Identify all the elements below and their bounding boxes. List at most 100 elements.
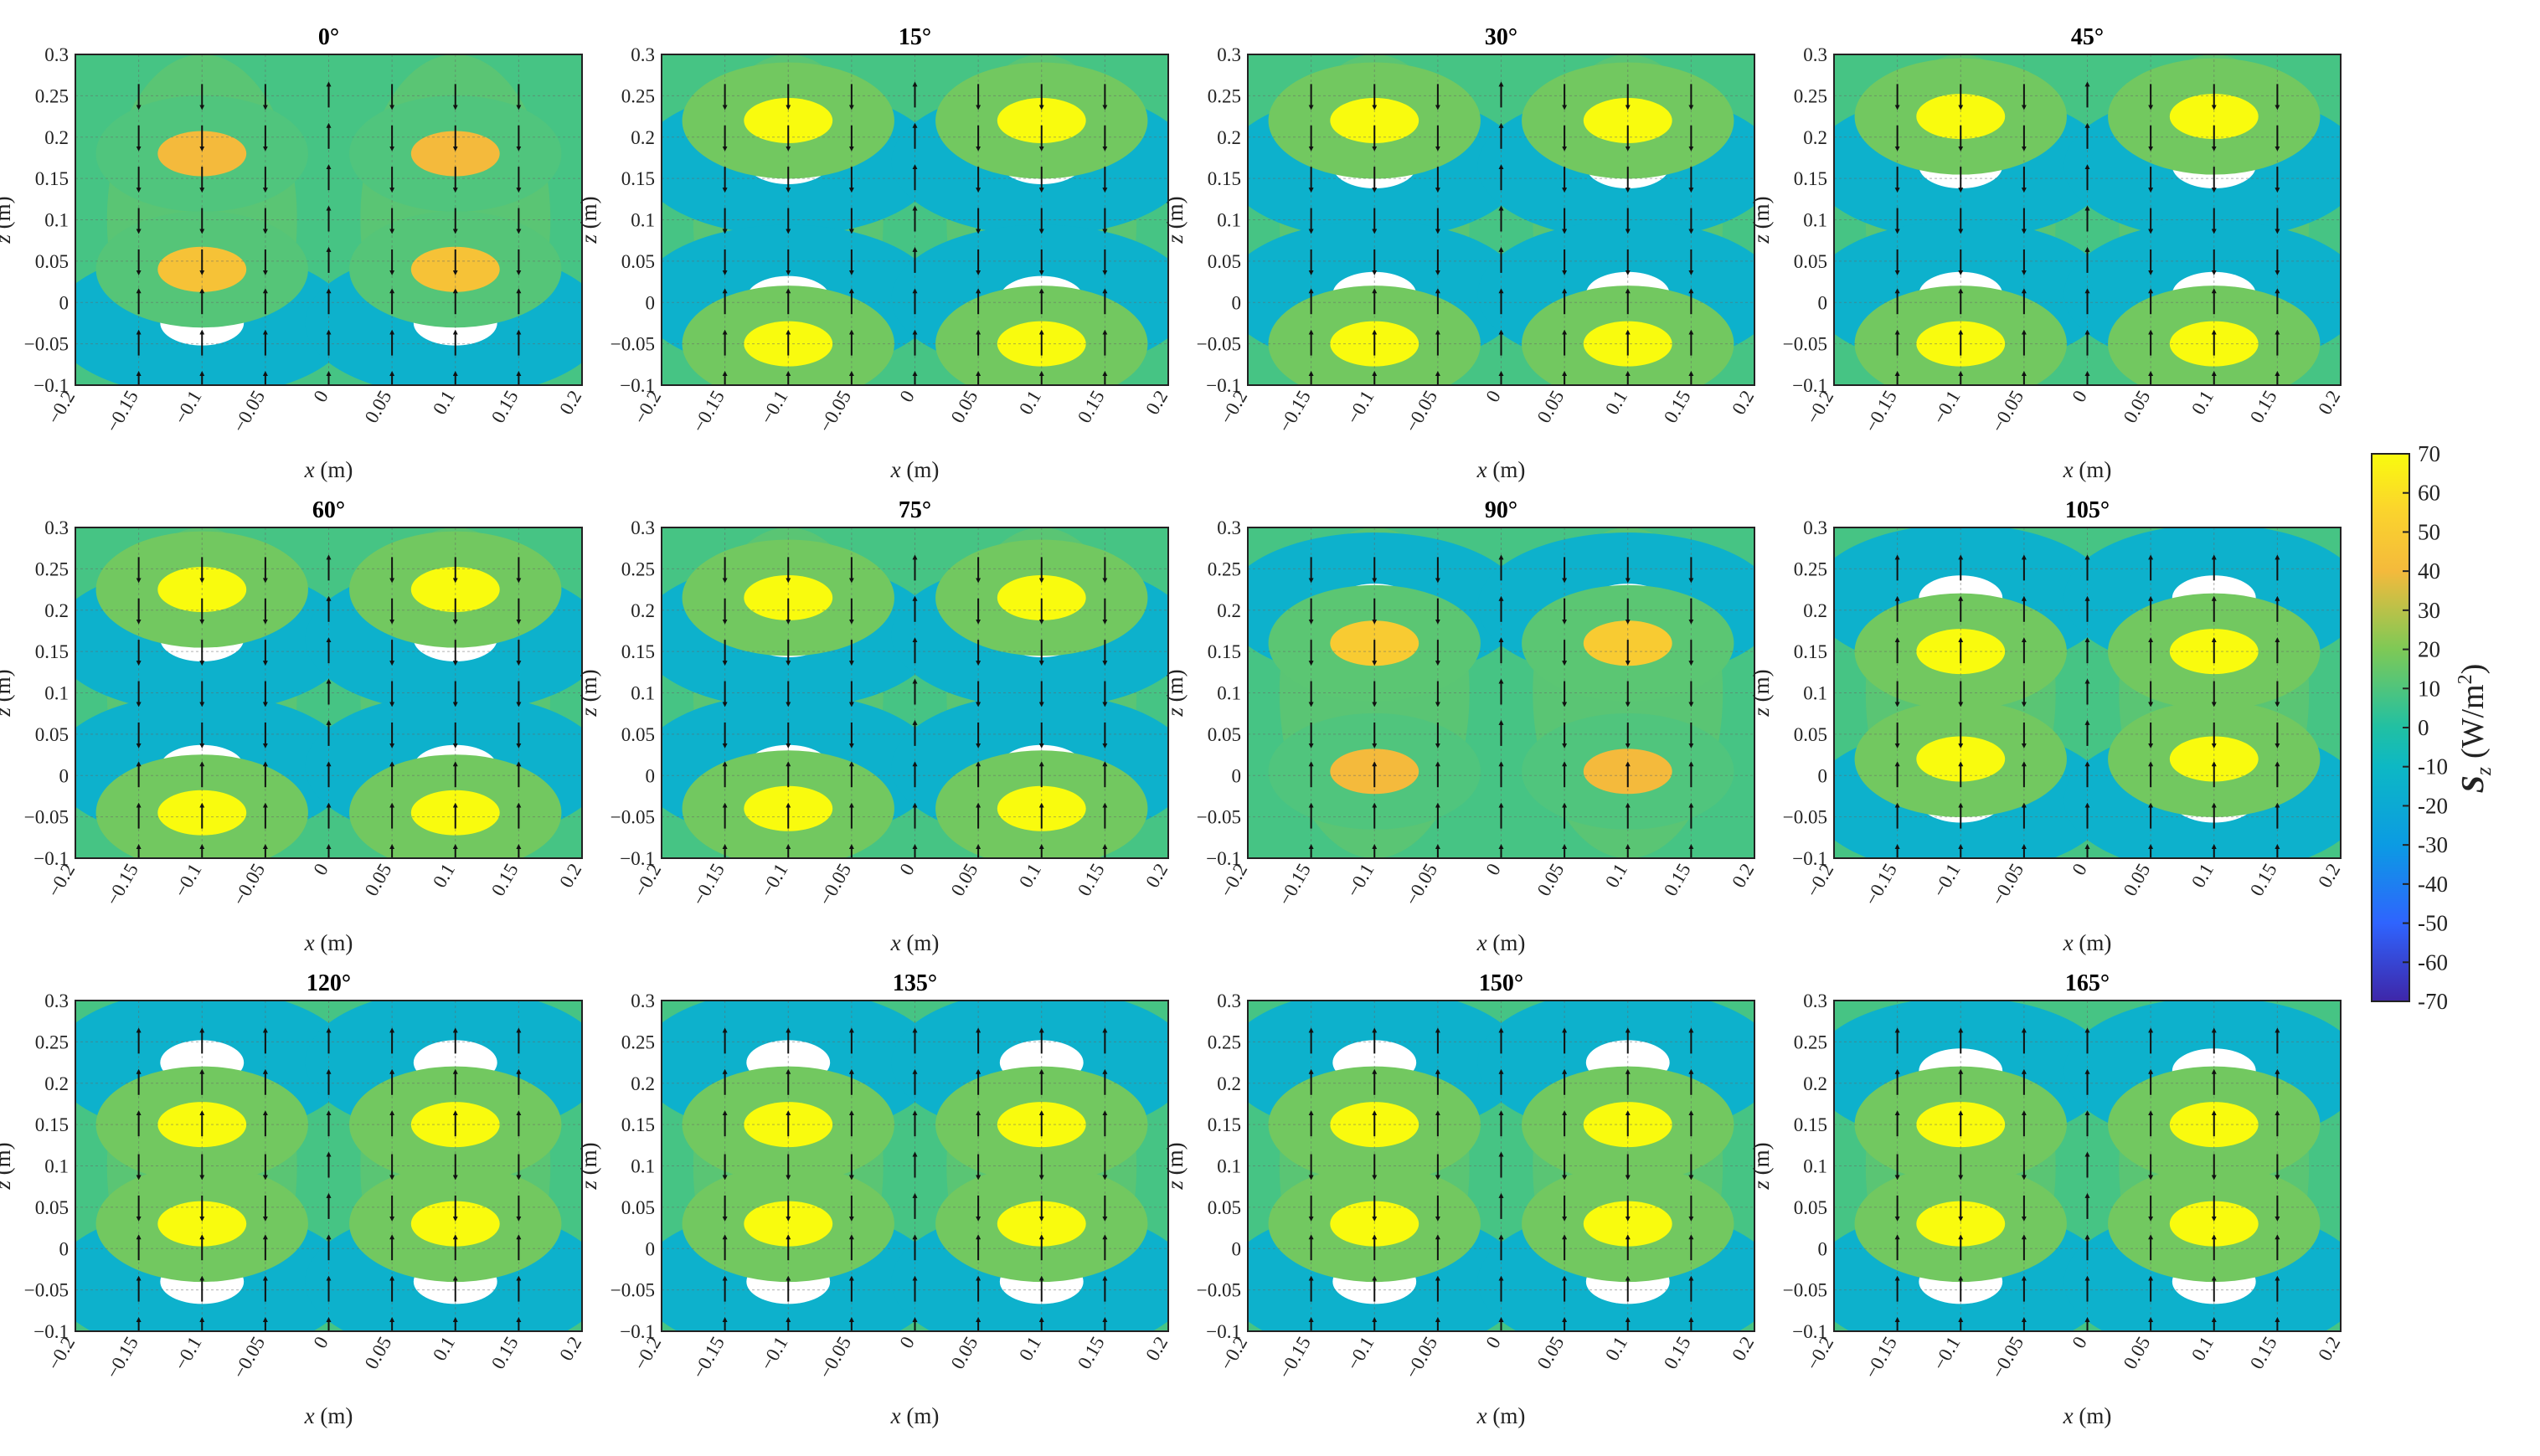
y-tick-label: 0	[1232, 292, 1242, 313]
y-tick-label: 0.25	[1208, 85, 1241, 106]
peak-core	[997, 574, 1086, 620]
colorbar-tick-label: 30	[2418, 598, 2440, 623]
x-tick-label: 0.1	[1601, 860, 1631, 891]
panel-6: 90°0.30.250.20.150.10.050−0.05−0.1−0.2 −0…	[1162, 497, 1758, 955]
colorbar-label: Sz(W/m2)	[2455, 664, 2496, 794]
x-tick-label: 0	[1481, 387, 1504, 405]
x-tick-label: −0.15	[1861, 387, 1901, 436]
x-tick-label: −0.05	[815, 387, 855, 436]
x-tick-label: 0.05	[947, 860, 982, 899]
x-tick-label: 0.1	[2187, 1333, 2218, 1364]
colorbar-tick-label: -10	[2418, 754, 2448, 779]
x-tick-label: −0.05	[815, 860, 855, 909]
panel-arrows	[1894, 554, 2280, 858]
x-tick-label: 0.2	[2314, 860, 2344, 891]
y-tick-label: 0	[59, 1238, 70, 1259]
colorbar-tick-label: 0	[2418, 715, 2429, 740]
panel-arrows	[1308, 81, 1694, 385]
x-tick-label: −0.15	[1861, 1333, 1901, 1382]
x-tick-label: 0.2	[2314, 387, 2344, 418]
y-tick-label: 0.05	[1208, 724, 1241, 745]
y-tick-label: 0.15	[1794, 168, 1827, 189]
panel-8: 120°0.30.250.20.150.10.050−0.05−0.1−0.2−…	[0, 970, 585, 1428]
y-axis-label: z (m)	[1162, 196, 1188, 244]
x-tick-label: 0.05	[1533, 387, 1569, 426]
y-tick-label: −0.05	[24, 334, 69, 355]
x-tick-label: 0.15	[1660, 387, 1695, 426]
panel-frame	[1247, 54, 1755, 386]
x-tick-label: 0.1	[1015, 387, 1045, 418]
panel-7: 105°0.30.250.20.150.10.050−0.05−0.1−0.2−…	[1749, 497, 2344, 955]
y-tick-label: −0.1	[1206, 1321, 1241, 1342]
x-tick-label: 0.05	[361, 387, 396, 426]
y-tick-label: 0.2	[1803, 600, 1827, 621]
y-tick-label: 0.2	[1803, 1073, 1827, 1094]
y-tick-label: 0	[1818, 765, 1828, 786]
y-tick-label: 0.15	[1794, 1114, 1827, 1135]
x-tick-label: 0.2	[1141, 387, 1172, 418]
x-tick-label: 0.2	[555, 387, 585, 418]
y-tick-label: 0.05	[1794, 251, 1827, 272]
y-tick-label: 0.2	[44, 1073, 69, 1094]
y-axis-label: z (m)	[0, 196, 15, 244]
x-tick-label: −0.15	[102, 387, 142, 436]
x-tick-label: 0	[309, 860, 332, 878]
x-tick-label: 0.15	[2246, 387, 2281, 426]
y-tick-label: 0.3	[631, 517, 655, 538]
x-tick-label: 0.15	[2246, 860, 2281, 899]
panel-frame	[1833, 54, 2342, 386]
x-tick-label: −0.1	[1929, 1333, 1965, 1374]
x-tick-label: 0.05	[361, 1333, 396, 1372]
y-tick-label: −0.05	[24, 1280, 69, 1301]
x-tick-label: 0.15	[487, 387, 523, 426]
x-tick-label: 0.1	[1015, 860, 1045, 891]
y-tick-label: 0	[1232, 1238, 1242, 1259]
x-tick-label: 0.1	[2187, 860, 2218, 891]
panel-title: 0°	[318, 24, 339, 50]
y-tick-label: 0	[1818, 1238, 1828, 1259]
y-tick-label: 0.2	[1217, 1073, 1241, 1094]
x-tick-label: −0.05	[1401, 1333, 1441, 1382]
x-tick-label: 0.2	[1728, 387, 1758, 418]
y-tick-label: 0.2	[631, 1073, 655, 1094]
x-tick-label: −0.05	[815, 1333, 855, 1382]
x-tick-label: −0.1	[756, 860, 792, 901]
y-tick-label: 0	[1818, 292, 1828, 313]
y-tick-label: 0.2	[1803, 127, 1827, 148]
y-tick-label: 0.15	[1208, 641, 1241, 662]
colorbar-tick-label: 70	[2418, 441, 2440, 466]
x-tick-label: 0.05	[361, 860, 396, 899]
y-tick-label: 0.05	[1208, 251, 1241, 272]
x-axis-label: x (m)	[304, 457, 353, 482]
x-axis-label: x (m)	[1476, 457, 1526, 482]
y-tick-label: 0.15	[35, 1114, 69, 1135]
y-axis-label: z (m)	[1749, 196, 1774, 244]
y-axis-label: z (m)	[1162, 1142, 1188, 1190]
y-tick-label: 0.05	[35, 1197, 69, 1218]
y-tick-label: 0.3	[1217, 517, 1241, 538]
peak-core	[157, 131, 247, 177]
x-tick-label: −0.1	[1342, 387, 1378, 428]
x-tick-label: −0.15	[688, 387, 729, 436]
x-tick-label: −0.05	[1987, 860, 2027, 909]
y-tick-label: 0	[646, 765, 656, 786]
y-tick-label: 0.25	[35, 85, 69, 106]
panel-9: 135°0.30.250.20.150.10.050−0.05−0.1−0.2−…	[576, 970, 1172, 1428]
x-axis-label: x (m)	[890, 930, 940, 955]
y-tick-label: 0.15	[621, 168, 655, 189]
y-tick-label: 0.3	[631, 990, 655, 1011]
y-tick-label: 0.1	[44, 1156, 69, 1177]
panel-arrows	[136, 81, 522, 385]
panel-frame	[661, 527, 1169, 859]
x-tick-label: 0.15	[1660, 860, 1695, 899]
y-tick-label: −0.1	[33, 848, 69, 869]
x-tick-label: 0.15	[1074, 1333, 1109, 1372]
panel-title: 30°	[1485, 24, 1517, 50]
x-tick-label: 0.2	[1141, 1333, 1172, 1364]
x-axis-label: x (m)	[1476, 930, 1526, 955]
panel-arrows	[722, 554, 1108, 858]
y-tick-label: −0.1	[1792, 848, 1827, 869]
x-tick-label: 0.2	[1728, 860, 1758, 891]
y-tick-label: 0.2	[44, 600, 69, 621]
